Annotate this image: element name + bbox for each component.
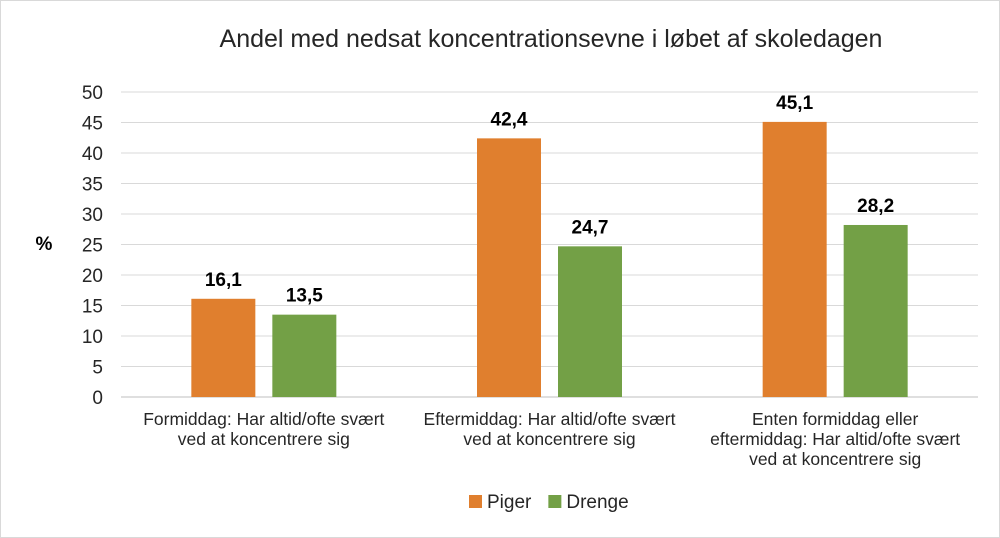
y-tick-label: 0 [92, 388, 103, 409]
y-tick-label: 25 [82, 236, 103, 257]
bar-piger [191, 298, 256, 397]
legend: Piger Drenge [469, 492, 629, 513]
category-label: ved at koncentrere sig [463, 429, 635, 449]
data-label: 45,1 [776, 93, 813, 114]
y-tick-label: 40 [82, 144, 103, 165]
y-tick-label: 50 [82, 83, 103, 104]
y-axis-label: % [36, 234, 53, 255]
bars [191, 121, 908, 398]
data-label: 16,1 [205, 270, 242, 291]
bar-drenge [843, 224, 908, 397]
category-label: Enten formiddag eller [752, 409, 919, 429]
y-tick-label: 15 [82, 297, 103, 318]
y-tick-label: 35 [82, 175, 103, 196]
bar-piger [762, 121, 827, 397]
data-label: 13,5 [286, 286, 323, 307]
category-label: eftermiddag: Har altid/ofte svært [710, 429, 960, 449]
bar-drenge [558, 246, 622, 397]
legend-swatch-drenge [548, 495, 562, 508]
legend-label: Drenge [566, 492, 628, 513]
data-labels: 16,1 13,5 42,4 24,7 45,1 28,2 [205, 93, 894, 307]
category-label: Eftermiddag: Har altid/ofte svært [424, 409, 676, 429]
data-label: 28,2 [857, 196, 894, 217]
y-tick-label: 30 [82, 205, 103, 226]
bar-drenge [272, 314, 337, 397]
legend-label: Piger [487, 492, 532, 513]
y-tick-label: 5 [92, 358, 103, 379]
y-tick-label: 10 [82, 327, 103, 348]
y-tick-label: 45 [82, 114, 103, 135]
chart-title: Andel med nedsat koncentrationsevne i lø… [220, 25, 883, 53]
y-tick-label: 20 [82, 266, 103, 287]
category-label: ved at koncentrere sig [178, 429, 350, 449]
gridlines [121, 91, 978, 398]
bar-piger [477, 138, 541, 398]
legend-swatch-piger [469, 495, 482, 508]
data-label: 42,4 [491, 109, 528, 130]
y-axis-ticks: 0 5 10 15 20 25 30 35 40 45 50 [82, 83, 103, 409]
category-label: ved at koncentrere sig [749, 449, 921, 469]
category-label: Formiddag: Har altid/ofte svært [143, 409, 384, 429]
data-label: 24,7 [572, 217, 609, 238]
